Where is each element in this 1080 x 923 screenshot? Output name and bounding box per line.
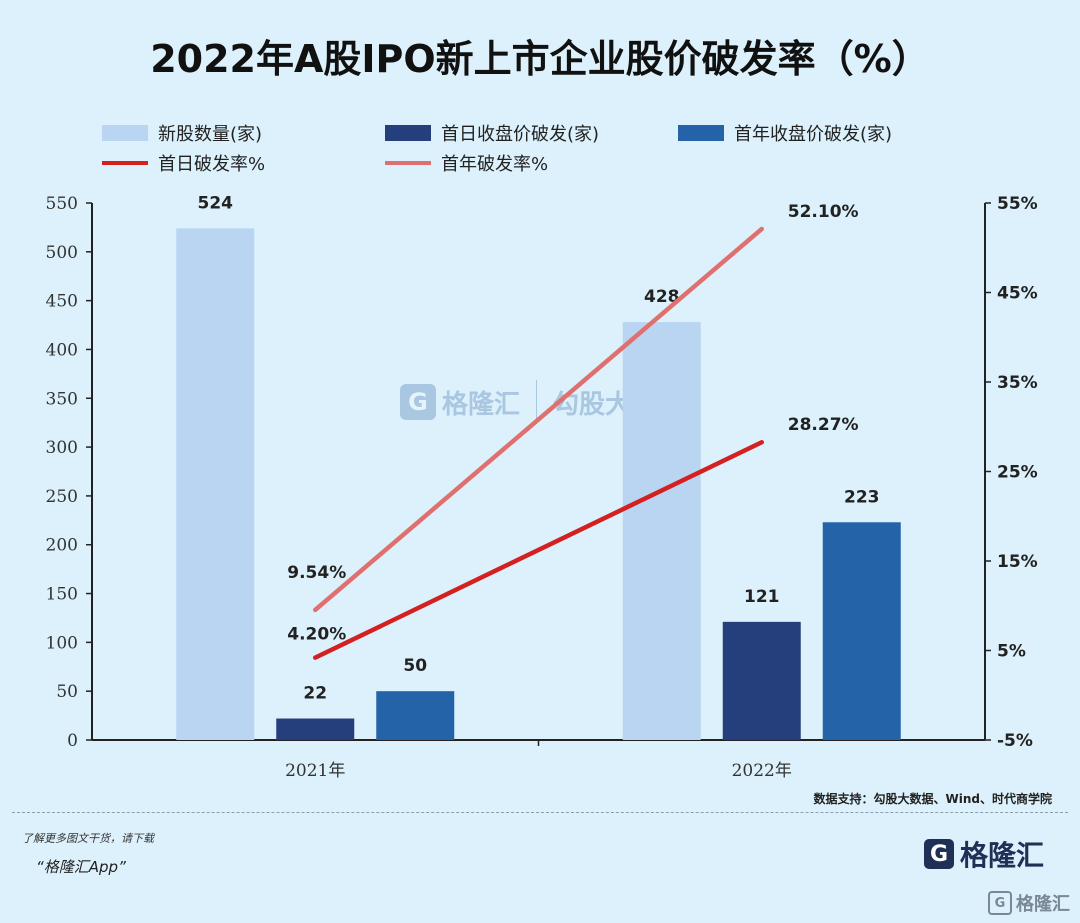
legend-label-0: 新股数量(家)	[158, 124, 262, 145]
promo-line-1: 了解更多图文干货，请下载	[22, 832, 154, 845]
left-tick-label-9: 450	[46, 292, 78, 312]
data-source: 数据支持：勾股大数据、Wind、时代商学院	[813, 792, 1052, 806]
left-tick-label-2: 100	[46, 633, 78, 653]
chart-title: 2022年A股IPO新上市企业股价破发率（%）	[150, 37, 930, 81]
legend-label-4: 首年破发率%	[441, 154, 548, 175]
corner-brand-name: 格隆汇	[1016, 894, 1070, 915]
left-tick-label-11: 550	[46, 194, 78, 214]
x-tick-label-1: 2022年	[732, 761, 792, 781]
legend-label-2: 首年收盘价破发(家)	[734, 124, 892, 145]
legend-swatch-3	[102, 161, 148, 165]
left-tick-label-0: 0	[67, 731, 78, 751]
bar-s2-c0	[376, 691, 455, 740]
brand-logo: G 格隆汇	[923, 834, 1044, 874]
bar-s2-c1	[822, 522, 901, 740]
footer-divider	[12, 812, 1068, 813]
chart-svg: 新股数量(家) 首日收盘价破发(家) 首年收盘价破发(家) 首日破发率% 首年破发率% 0…	[46, 124, 1038, 781]
left-tick-label-5: 250	[46, 487, 78, 507]
line-label-s1-p0: 9.54%	[287, 563, 346, 583]
legend-swatch-0	[102, 125, 148, 141]
right-tick-label-4: 35%	[997, 373, 1038, 393]
bar-label-s1-c0: 22	[303, 684, 327, 704]
left-tick-label-4: 200	[46, 536, 78, 556]
right-tick-label-3: 25%	[997, 463, 1038, 483]
line-series-0	[313, 439, 764, 660]
left-tick-label-8: 400	[46, 340, 78, 360]
brand-name: 格隆汇	[959, 839, 1044, 872]
x-tick-label-0: 2021年	[285, 761, 345, 781]
bar-label-s0-c0: 524	[198, 193, 234, 213]
watermark-brand: 格隆汇	[442, 389, 521, 420]
legend-label-3: 首日破发率%	[158, 154, 265, 175]
right-tick-label-6: 55%	[997, 194, 1038, 214]
line-series-1	[313, 226, 764, 613]
bar-label-s2-c1: 223	[844, 487, 880, 507]
bar-label-s1-c1: 121	[744, 587, 780, 607]
legend-swatch-1	[385, 125, 431, 141]
legend-label-1: 首日收盘价破发(家)	[441, 124, 599, 145]
line-label-s0-p1: 28.27%	[788, 415, 859, 435]
promo-line-2: “格隆汇App”	[36, 858, 126, 876]
corner-g-icon: G	[988, 891, 1012, 915]
watermark-logo-icon: G	[400, 384, 436, 420]
left-tick-label-6: 300	[46, 438, 78, 458]
bar-s1-c0	[276, 718, 355, 740]
bar-s0-c1	[622, 322, 701, 740]
left-tick-label-1: 50	[56, 682, 78, 702]
legend-swatch-2	[678, 125, 724, 141]
right-tick-label-1: 5%	[997, 642, 1026, 662]
watermark-separator	[536, 380, 538, 424]
right-tick-label-0: -5%	[997, 731, 1033, 751]
line-label-s1-p1: 52.10%	[788, 202, 859, 222]
left-tick-label-3: 150	[46, 585, 78, 605]
bar-s1-c1	[722, 621, 801, 740]
right-tick-label-5: 45%	[997, 284, 1038, 304]
corner-watermark: G 格隆汇	[988, 890, 1070, 916]
right-tick-label-2: 15%	[997, 552, 1038, 572]
legend-swatch-4	[385, 161, 431, 165]
left-tick-label-7: 350	[46, 389, 78, 409]
bar-label-s0-c1: 428	[644, 287, 680, 307]
bar-s0-c0	[176, 228, 255, 741]
left-tick-label-10: 500	[46, 243, 78, 263]
line-label-s0-p0: 4.20%	[287, 625, 346, 645]
brand-g-icon: G	[923, 839, 954, 869]
bar-label-s2-c0: 50	[403, 656, 427, 676]
